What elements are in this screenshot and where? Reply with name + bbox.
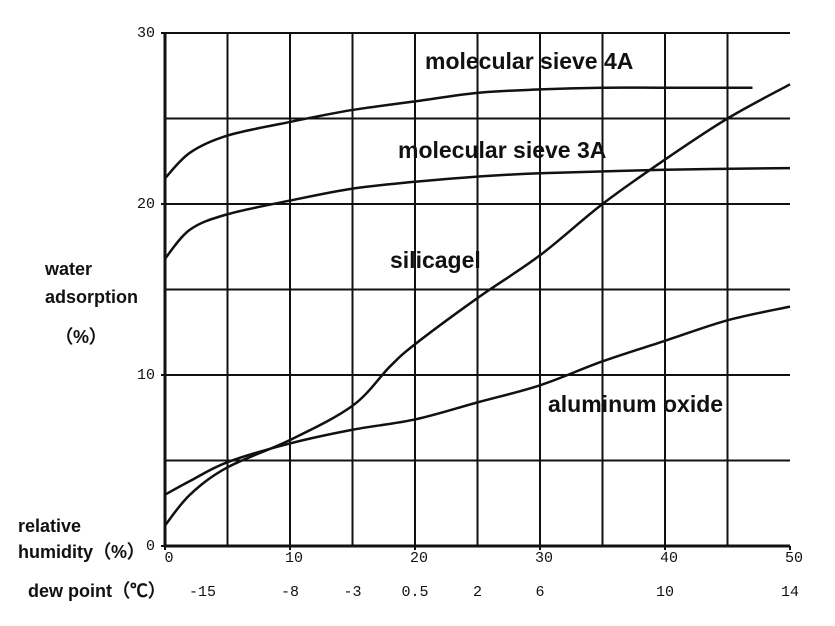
x2-tick-label: -3 bbox=[343, 584, 361, 601]
y-axis-label: water bbox=[44, 259, 92, 279]
x-tick-label: 20 bbox=[410, 550, 428, 567]
x-tick-label: 50 bbox=[785, 550, 803, 567]
series-line bbox=[164, 86, 753, 180]
y-tick-label: 20 bbox=[137, 196, 155, 213]
x-axis-label: humidity（%） bbox=[18, 542, 145, 562]
y-axis-label: adsorption bbox=[45, 287, 138, 307]
x2-tick-label: -15 bbox=[189, 584, 216, 601]
x2-tick-label: 6 bbox=[535, 584, 544, 601]
x-axis-label: relative bbox=[18, 516, 81, 536]
x-tick-label: 0 bbox=[164, 550, 173, 567]
y-tick-label: 30 bbox=[137, 25, 155, 42]
series-line bbox=[164, 305, 791, 496]
x2-tick-label: -8 bbox=[281, 584, 299, 601]
x2-tick-label: 2 bbox=[473, 584, 482, 601]
y-tick-label: 10 bbox=[137, 367, 155, 384]
x2-axis-label: dew point（℃） bbox=[28, 581, 166, 601]
x2-tick-label: 10 bbox=[656, 584, 674, 601]
y-tick-label: 0 bbox=[146, 538, 155, 555]
y-axis-label: （%） bbox=[55, 327, 107, 347]
series-label: molecular sieve 3A bbox=[398, 137, 606, 163]
x2-tick-label: 0.5 bbox=[401, 584, 428, 601]
x-tick-label: 40 bbox=[660, 550, 678, 567]
series-label: molecular sieve 4A bbox=[425, 48, 633, 74]
x-tick-label: 30 bbox=[535, 550, 553, 567]
series-label: silicagel bbox=[390, 247, 481, 273]
series-label: aluminum oxide bbox=[548, 391, 723, 417]
series-line bbox=[164, 83, 791, 527]
x-tick-label: 10 bbox=[285, 550, 303, 567]
x2-tick-label: 14 bbox=[781, 584, 799, 601]
